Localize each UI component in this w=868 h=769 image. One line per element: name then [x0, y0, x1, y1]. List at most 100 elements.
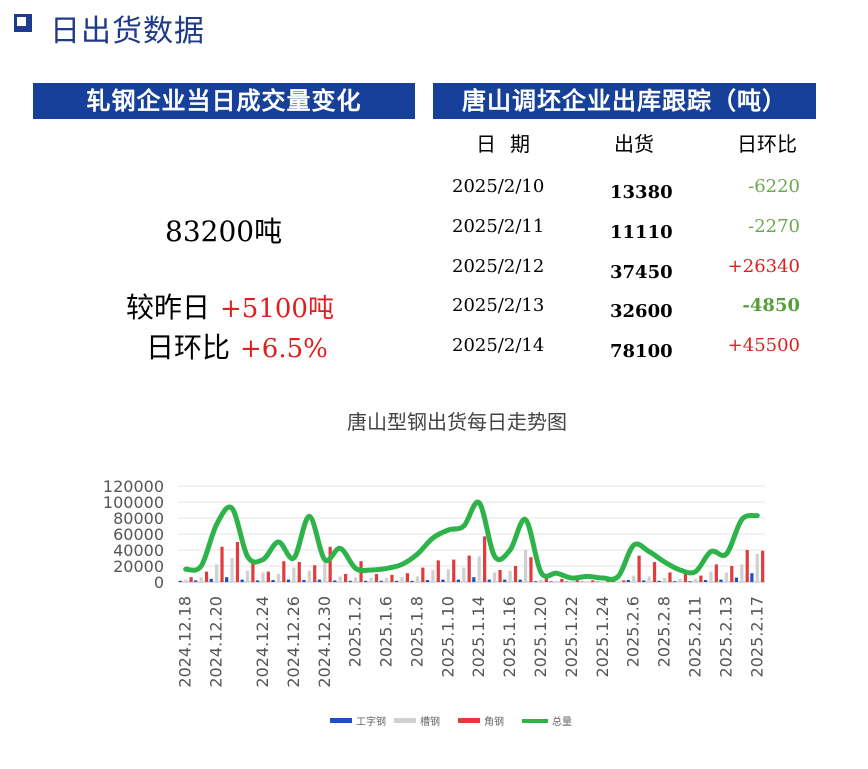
bar-角钢 [374, 574, 379, 582]
bar-槽钢 [554, 581, 559, 582]
row-dod: -6220 [748, 176, 800, 197]
table-row: 2025/2/10 13380 -6220 [430, 176, 830, 206]
bar-槽钢 [632, 575, 636, 582]
bar-槽钢 [400, 577, 404, 582]
bar-槽钢 [601, 581, 605, 582]
table-row: 2025/2/11 11110 -2270 [430, 216, 830, 246]
x-tick-label: 2025.1.6 [377, 596, 396, 667]
bar-角钢 [575, 579, 579, 582]
bar-角钢 [328, 546, 332, 582]
left-panel-banner: 轧钢企业当日成交量变化 [33, 83, 415, 119]
bar-槽钢 [755, 554, 759, 582]
dod-label: 日环比 [146, 331, 231, 364]
bar-槽钢 [616, 581, 620, 582]
bar-工字钢 [549, 581, 553, 582]
bar-角钢 [730, 566, 734, 582]
bar-工字钢 [302, 580, 306, 582]
row-dod: +26340 [727, 256, 800, 277]
chart-title: 唐山型钢出货每日走势图 [347, 410, 567, 434]
bar-槽钢 [384, 578, 389, 582]
right-panel-banner: 唐山调坯企业出库跟踪（吨） [433, 83, 816, 119]
bar-槽钢 [184, 579, 188, 582]
bar-工字钢 [456, 579, 460, 582]
bar-槽钢 [508, 570, 512, 582]
bar-角钢 [761, 550, 765, 582]
bar-工字钢 [734, 577, 739, 582]
bar-槽钢 [570, 581, 574, 582]
bar-工字钢 [286, 579, 291, 582]
x-tick-label: 2025.1.16 [500, 596, 519, 677]
bar-工字钢 [178, 580, 182, 582]
y-tick-label: 120000 [103, 477, 164, 496]
bar-角钢 [204, 571, 209, 582]
bar-工字钢 [364, 580, 368, 582]
bar-角钢 [637, 555, 641, 582]
bar-角钢 [313, 565, 317, 582]
row-date: 2025/2/12 [452, 256, 545, 277]
bar-角钢 [467, 555, 471, 582]
bar-工字钢 [317, 579, 321, 582]
bar-工字钢 [333, 580, 337, 582]
bar-角钢 [421, 567, 425, 582]
bar-工字钢 [626, 580, 630, 582]
bar-角钢 [483, 536, 487, 582]
vs-yesterday-value: +5100吨 [220, 294, 334, 324]
y-tick-label: 80000 [113, 509, 164, 528]
bar-工字钢 [209, 578, 213, 582]
bar-工字钢 [394, 580, 399, 582]
table-row: 2025/2/13 32600 -4850 [430, 295, 830, 325]
bar-槽钢 [415, 576, 420, 582]
legend-label: 总量 [552, 715, 572, 728]
bar-工字钢 [657, 580, 661, 582]
row-dod: +45500 [727, 335, 800, 356]
bar-工字钢 [688, 581, 692, 582]
bar-工字钢 [425, 580, 430, 582]
bar-槽钢 [245, 570, 250, 582]
row-date: 2025/2/11 [452, 216, 545, 237]
legend-swatch [330, 718, 352, 723]
bar-角钢 [699, 575, 703, 582]
dod-value: +6.5% [240, 334, 328, 364]
bar-槽钢 [276, 574, 281, 582]
row-shipment: 11110 [610, 222, 673, 243]
bar-工字钢 [487, 579, 491, 582]
column-header-date: 日期 [476, 132, 544, 156]
table-row: 2025/2/14 78100 +45500 [430, 335, 830, 365]
bar-槽钢 [477, 556, 481, 582]
bar-槽钢 [354, 577, 358, 582]
bar-槽钢 [724, 572, 728, 582]
bar-角钢 [235, 542, 240, 582]
bar-槽钢 [431, 570, 435, 582]
bar-角钢 [652, 562, 657, 582]
bar-工字钢 [240, 579, 244, 582]
bar-角钢 [591, 580, 595, 582]
bar-槽钢 [323, 562, 327, 582]
bar-槽钢 [709, 571, 713, 582]
x-tick-label: 2024.12.20 [207, 596, 226, 688]
bar-槽钢 [369, 578, 373, 582]
bar-工字钢 [750, 573, 754, 582]
bar-工字钢 [379, 580, 383, 582]
legend-swatch [394, 718, 416, 723]
bar-角钢 [513, 566, 518, 582]
daily-volume-value: 83200吨 [165, 215, 283, 248]
y-tick-label: 0 [154, 573, 164, 592]
x-tick-label: 2024.12.24 [253, 596, 272, 688]
table-row: 2025/2/12 37450 +26340 [430, 256, 830, 286]
bar-角钢 [343, 574, 348, 582]
bar-槽钢 [261, 572, 265, 582]
bar-角钢 [220, 546, 224, 582]
x-tick-label: 2025.1.20 [531, 596, 550, 677]
page-title: 日出货数据 [50, 14, 205, 49]
bar-槽钢 [647, 576, 651, 582]
row-shipment: 13380 [610, 182, 673, 203]
bar-角钢 [436, 560, 440, 582]
bar-角钢 [390, 574, 394, 582]
bar-工字钢 [518, 579, 522, 582]
bar-槽钢 [693, 578, 698, 582]
series-line-总量 [183, 499, 760, 582]
x-tick-label: 2025.1.8 [407, 596, 426, 667]
bar-工字钢 [255, 580, 260, 582]
row-shipment: 78100 [610, 341, 673, 362]
bar-工字钢 [348, 580, 352, 582]
